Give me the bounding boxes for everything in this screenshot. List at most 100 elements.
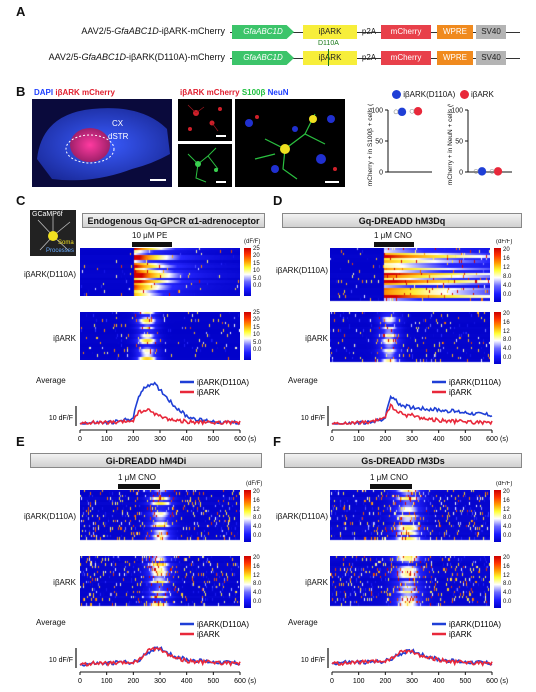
panel-e-colorbar-1-ticks: 20 16 12 8.0 4.0 0.0 bbox=[253, 489, 262, 539]
data-point-1 bbox=[413, 107, 423, 116]
replicate-point bbox=[489, 169, 495, 174]
data-point-1 bbox=[493, 167, 503, 176]
panel-e-title: Gi-DREADD hM4Di bbox=[30, 453, 262, 468]
replicate-point bbox=[473, 169, 479, 174]
panel-c-colorbar-1-ticks: 25 20 15 10 5.0 0.0 bbox=[253, 246, 262, 290]
x-tick-label: 400 bbox=[433, 436, 445, 443]
legend-label-1: iβARK bbox=[197, 630, 220, 639]
panel-label-e: E bbox=[16, 434, 25, 449]
x-tick-label: 200 bbox=[379, 678, 391, 685]
series-line-1 bbox=[79, 646, 241, 667]
x-tick-label: 100 bbox=[101, 678, 113, 685]
mcherry-box-1: mCherry bbox=[381, 25, 431, 39]
panel-f-colorbar-2-ticks: 20 16 12 8.0 4.0 0.0 bbox=[503, 555, 512, 605]
y-tick-label: 50 bbox=[375, 139, 383, 146]
y-tick-label: 0 bbox=[459, 170, 463, 177]
x-tick-label: 0 bbox=[330, 678, 334, 685]
panel-d-average-plot: iβARK(D110A)iβARK 0 100 200 300 400 500 600 (s) 1… bbox=[301, 378, 508, 443]
brain-image-title: DAPI iβARK mCherry bbox=[34, 88, 115, 97]
mcherry-box-2: mCherry bbox=[381, 51, 431, 65]
processes-label: Processes bbox=[46, 248, 75, 254]
x-tick-label: 100 bbox=[101, 436, 113, 443]
panel-e-row2-label: iβARK bbox=[53, 578, 76, 587]
scale-bar bbox=[150, 179, 166, 181]
region-cx-label: CX bbox=[112, 119, 124, 128]
panel-e-colorbar-2-ticks: 20 16 12 8.0 4.0 0.0 bbox=[253, 555, 262, 605]
construct-2-backbone bbox=[230, 58, 520, 59]
legend-label-1: iβARK bbox=[449, 630, 472, 639]
panel-e-heatmap-2 bbox=[80, 556, 240, 608]
panel-f-stim-label: 1 μM CNO bbox=[370, 473, 408, 482]
x-tick-label: 100 bbox=[353, 678, 365, 685]
mutation-marker bbox=[328, 49, 329, 66]
merged-channel-image bbox=[235, 99, 345, 187]
panel-f-average-label: Average bbox=[288, 618, 318, 627]
x-tick-label: 400 bbox=[433, 678, 445, 685]
panel-f-row2-label: iβARK bbox=[305, 578, 328, 587]
panel-f-colorbar-2 bbox=[494, 556, 501, 608]
panel-f-stim-bar bbox=[370, 484, 412, 489]
panel-e-colorbar-1 bbox=[244, 490, 251, 542]
ibark-box-1: iβARK bbox=[303, 25, 357, 39]
panel-label-a: A bbox=[16, 4, 26, 19]
series-line-1 bbox=[79, 407, 241, 426]
panel-f-colorbar-unit: (dF/F) bbox=[496, 481, 513, 487]
promoter-arrow-1: GfaABC1D bbox=[232, 25, 294, 39]
panel-e-average-plot: iβARK(D110A)iβARK 0 100 200 300 400 500 600 (s) 1… bbox=[49, 620, 256, 685]
x-tick-label: 200 bbox=[127, 678, 139, 685]
panel-e-stim-bar bbox=[118, 484, 160, 489]
legend-label-0: iβARK(D110A) bbox=[197, 378, 249, 387]
panel-d-heatmap-1 bbox=[330, 248, 490, 302]
scale-bar bbox=[325, 181, 339, 183]
p2a-label-1: p2A bbox=[361, 27, 377, 36]
series-line-1 bbox=[331, 649, 493, 667]
panel-label-b: B bbox=[16, 84, 26, 99]
y-tick-label: 0 bbox=[379, 170, 383, 177]
legend-label-0: iβARK(D110A) bbox=[197, 620, 249, 629]
panel-c-colorbar-2-ticks: 25 20 15 10 5.0 0.0 bbox=[253, 310, 262, 354]
x-tick-label: 600 bbox=[486, 678, 498, 685]
ibark-box-2: iβARK bbox=[303, 51, 357, 65]
panel-c-title: Endogenous Gq-GPCR α1-adrenoceptor bbox=[82, 213, 265, 228]
sv40-box-2: SV40 bbox=[476, 51, 506, 65]
scale-bar-label: 10 dF/F bbox=[49, 415, 73, 422]
x-tick-label: 100 bbox=[353, 436, 365, 443]
panel-e-stim-label: 1 μM CNO bbox=[118, 473, 156, 482]
panel-d-stim-label: 1 μM CNO bbox=[374, 231, 412, 240]
panel-c-heatmap-1 bbox=[80, 248, 240, 296]
panel-f-title: Gs-DREADD rM3Ds bbox=[284, 453, 522, 468]
construct-1-backbone bbox=[230, 32, 520, 33]
legend-dot-ibark bbox=[459, 90, 469, 100]
panel-d-colorbar-2-ticks: 20 16 12 8.0 4.0 0.0 bbox=[503, 311, 512, 361]
panel-e-row1-label: iβARK(D110A) bbox=[23, 512, 76, 521]
panel-c-heatmap-2 bbox=[80, 312, 240, 360]
panel-c-row2-label: iβARK bbox=[53, 334, 76, 343]
y-axis-label: mCherry + in NeuN + cells (%) bbox=[447, 104, 454, 185]
panel-c-colorbar-unit: (dF/F) bbox=[244, 239, 261, 245]
panel-e-heatmap-1 bbox=[80, 490, 240, 542]
data-point-0 bbox=[477, 167, 487, 176]
panel-label-f: F bbox=[273, 434, 281, 449]
x-tick-label: 400 bbox=[181, 678, 193, 685]
scale-bar-label: 10 dF/F bbox=[301, 415, 325, 422]
legend-label-1: iβARK bbox=[197, 388, 220, 397]
x-tick-label: 500 bbox=[207, 436, 219, 443]
panel-d-colorbar-2 bbox=[494, 312, 501, 364]
promoter-arrow-2: GfaABC1D bbox=[232, 51, 294, 65]
x-unit-label: (s) bbox=[248, 436, 256, 443]
x-tick-label: 0 bbox=[330, 436, 334, 443]
panel-d-title: Gq-DREADD hM3Dq bbox=[282, 213, 522, 228]
legend-label-0: iβARK(D110A) bbox=[449, 620, 501, 629]
panel-f-heatmap-1 bbox=[330, 490, 490, 542]
panel-c-stim-bar bbox=[132, 242, 172, 247]
gcamp-label: GCaMP6f bbox=[32, 211, 63, 218]
x-tick-label: 200 bbox=[127, 436, 139, 443]
panel-c-stim-label: 10 μM PE bbox=[132, 231, 168, 240]
x-tick-label: 300 bbox=[154, 678, 166, 685]
x-tick-label: 0 bbox=[78, 436, 82, 443]
y-axis-label: mCherry + in S100β + cells (%) bbox=[367, 104, 374, 186]
gcamp-inset-image: GCaMP6f Soma Processes bbox=[30, 210, 76, 256]
panel-d-heatmap-2 bbox=[330, 312, 490, 364]
region-dstr-label: dSTR bbox=[108, 132, 129, 141]
construct-2-label: AAV2/5-GfaABC1D-iβARK(D110A)-mCherry bbox=[48, 52, 225, 62]
